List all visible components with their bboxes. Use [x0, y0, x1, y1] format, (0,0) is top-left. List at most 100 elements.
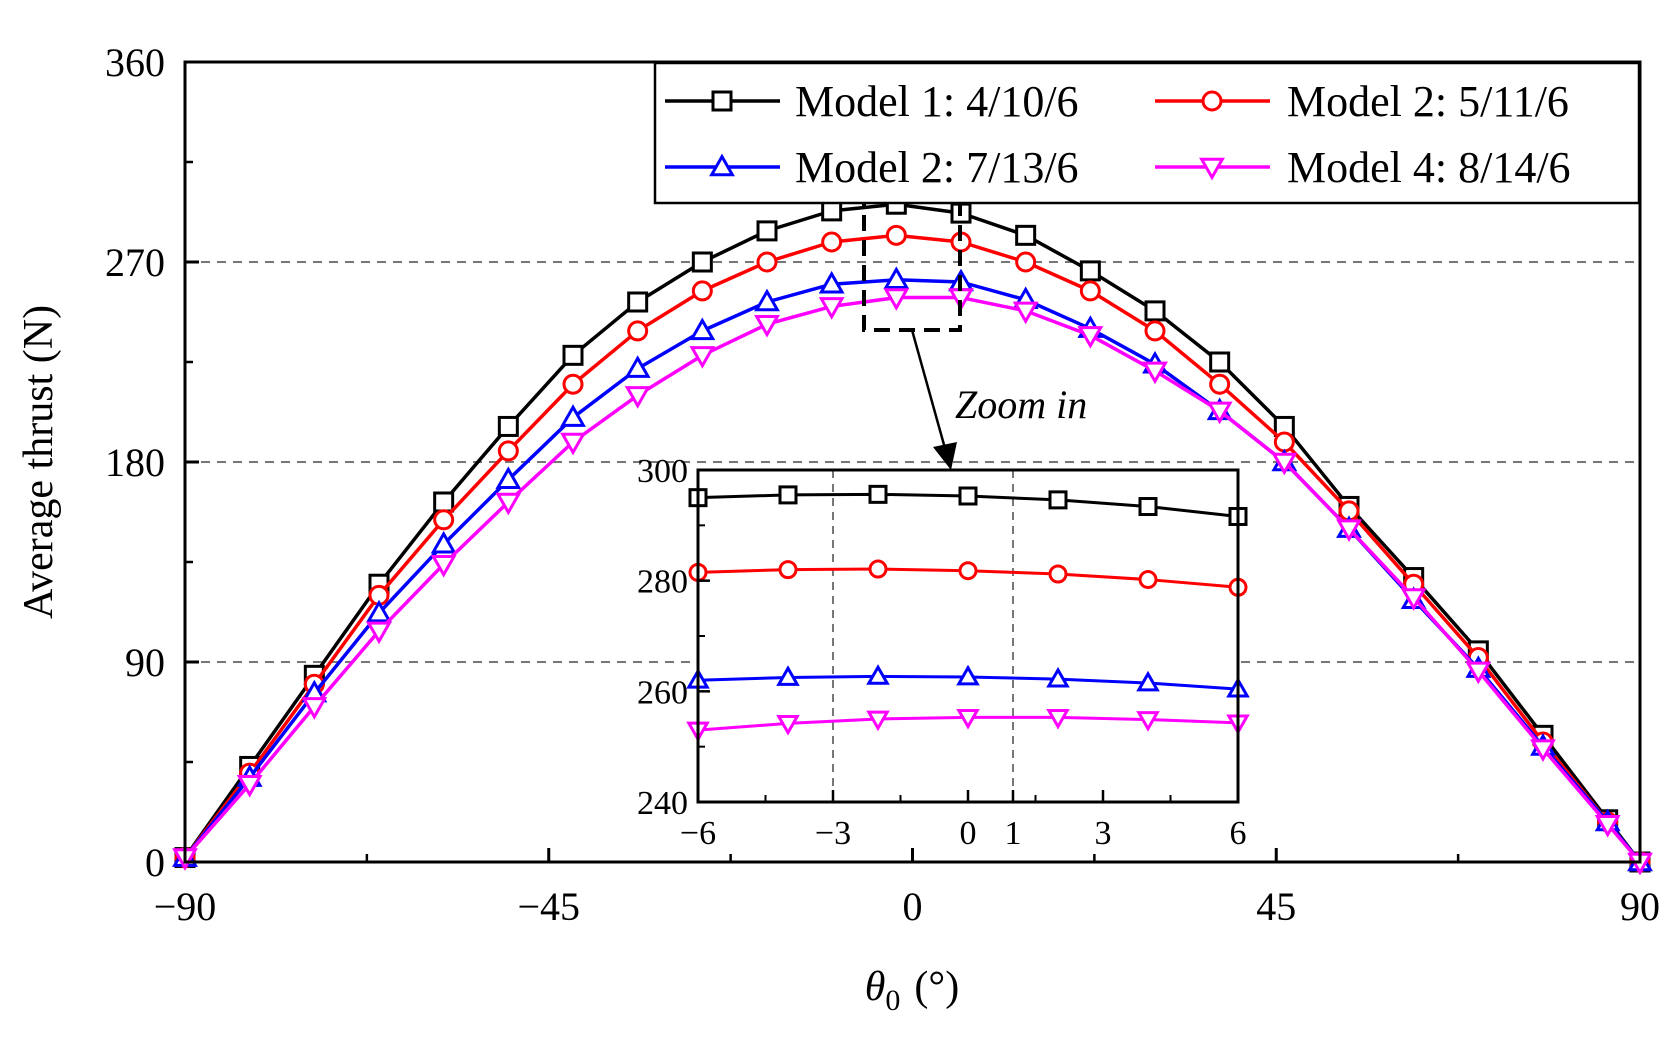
inset-x-tick-label: 1 [1005, 815, 1022, 852]
data-point [756, 251, 778, 273]
x-tick-label: 45 [1256, 884, 1296, 929]
zoom-arrow-head [933, 442, 957, 470]
data-point [562, 344, 584, 366]
data-point [754, 314, 780, 338]
data-point [366, 599, 392, 623]
y-axis-title: Average thrust (N) [16, 305, 62, 619]
data-point [821, 200, 843, 222]
zoom-in-label: Zoom in [955, 382, 1087, 427]
inset-data-point [1136, 711, 1160, 732]
x-axis-symbol: θ [865, 964, 886, 1010]
legend-swatch-marker [1201, 90, 1223, 112]
data-point [1079, 280, 1101, 302]
y-tick-label: 0 [145, 840, 165, 885]
inset-y-tick-label: 280 [637, 564, 688, 601]
data-point [1400, 588, 1427, 611]
legend: Model 1: 4/10/6 Model 2: 5/11/6 Model 2: 7… [653, 61, 1641, 205]
data-point [1077, 326, 1104, 349]
inset-y-tick-label: 300 [637, 453, 688, 490]
main-series-layer [172, 193, 1653, 876]
data-point [495, 466, 522, 490]
inset-data-point [956, 708, 980, 730]
inset-x-tick-label: 0 [960, 815, 977, 852]
data-point [497, 415, 519, 437]
inset-series-group [688, 559, 1248, 597]
inset-x-tick-label: −3 [815, 815, 851, 852]
data-point [1142, 361, 1168, 385]
data-point [301, 697, 328, 720]
legend-box [653, 61, 1641, 205]
data-point [1012, 301, 1039, 325]
data-point [754, 288, 780, 312]
legend-label: Model 2: 7/13/6 [795, 143, 1079, 192]
inset-series-group [686, 664, 1250, 698]
legend-label: Model 2: 5/11/6 [1287, 77, 1569, 126]
inset-data-point [868, 484, 888, 504]
inset-series-group [688, 484, 1248, 526]
x-tick-label: −45 [517, 884, 580, 929]
data-point [1015, 251, 1037, 273]
data-point [1530, 739, 1556, 763]
data-point [495, 492, 522, 516]
data-point [627, 320, 649, 342]
y-tick-label: 270 [105, 240, 165, 285]
zoom-arrow [910, 329, 948, 453]
legend-entry: Model 2: 7/13/6 [665, 143, 1079, 192]
inset-data-point [866, 710, 890, 732]
inset-axis-ticks: −6 −3 0 1 3 6 240 260 280 300 [637, 453, 1247, 852]
x-axis-unit: (°) [914, 964, 959, 1010]
inset-background [698, 470, 1238, 802]
series-group [172, 288, 1653, 876]
inset-y-tick-label: 260 [637, 674, 688, 711]
x-tick-label: 0 [903, 884, 923, 929]
data-point [560, 404, 586, 427]
data-point [1079, 260, 1101, 282]
inset-data-point [776, 665, 800, 686]
data-point [1015, 224, 1037, 246]
data-point [1336, 519, 1362, 543]
data-point [1273, 431, 1295, 453]
data-point [560, 432, 586, 456]
data-point [1144, 320, 1166, 342]
inset-data-point [1046, 666, 1070, 688]
data-point [497, 440, 519, 462]
data-point [366, 621, 392, 645]
inset-data-point [1046, 708, 1070, 730]
data-point [624, 386, 651, 409]
legend-entry: Model 4: 8/14/6 [1155, 143, 1571, 192]
series-line [183, 233, 1642, 864]
data-point [1144, 300, 1166, 322]
data-point [1594, 814, 1621, 838]
series-line [183, 295, 1642, 864]
x-tick-label: −90 [154, 884, 217, 929]
inset-data-point [1138, 570, 1158, 590]
inset-data-point [1048, 490, 1068, 510]
data-point [689, 317, 716, 341]
inset-data-point [868, 559, 888, 579]
legend-entry: Model 2: 5/11/6 [1155, 77, 1569, 126]
x-axis-subscript: 0 [885, 984, 900, 1017]
data-point [430, 530, 457, 554]
data-point [1209, 373, 1231, 395]
inset-x-tick-label: −6 [680, 815, 716, 852]
legend-swatch-marker [709, 153, 735, 177]
x-tick-label: 90 [1620, 884, 1660, 929]
inset-data-point [1048, 564, 1068, 584]
data-point [624, 355, 651, 378]
legend-label: Model 1: 4/10/6 [795, 77, 1079, 126]
inset-data-point [956, 664, 980, 686]
legend-entry: Model 1: 4/10/6 [665, 77, 1079, 126]
inset-y-tick-label: 240 [637, 785, 688, 822]
inset-data-point [1136, 670, 1160, 692]
data-point [885, 224, 907, 246]
legend-swatch-marker [711, 90, 733, 112]
data-point [562, 373, 584, 395]
data-point [691, 251, 713, 273]
data-point [883, 266, 910, 290]
legend-swatch-marker [1199, 157, 1225, 181]
data-point [236, 774, 263, 798]
data-point [691, 280, 713, 302]
inset-data-point [776, 715, 800, 736]
